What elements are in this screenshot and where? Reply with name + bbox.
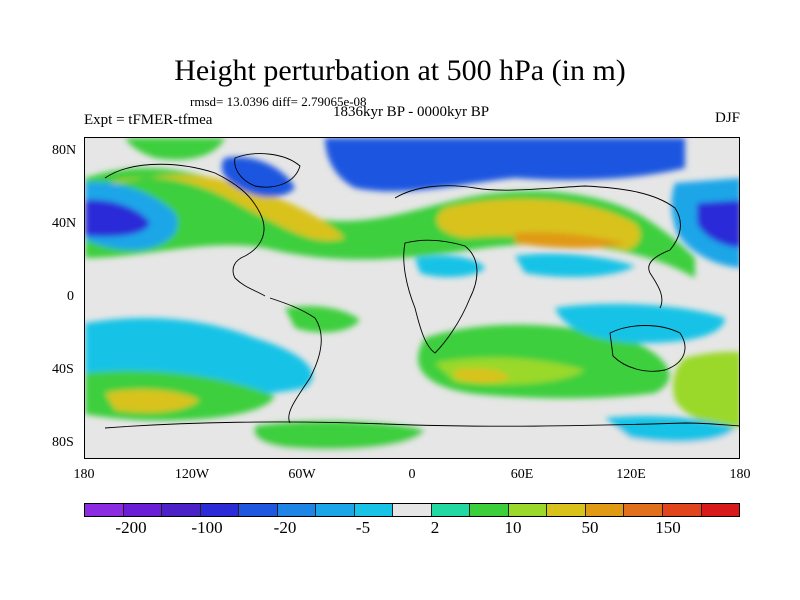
chart-title: Height perturbation at 500 hPa (in m)	[174, 54, 626, 87]
colorbar-swatch	[123, 504, 163, 516]
colorbar-label: 50	[581, 518, 599, 537]
contour-antarctic-cyan	[605, 416, 735, 443]
lon-label: 120W	[174, 467, 210, 482]
colorbar-swatch	[508, 504, 548, 516]
colorbar-label: -20	[273, 518, 297, 537]
colorbar-swatch	[277, 504, 317, 516]
colorbar-swatch	[354, 504, 394, 516]
colorbar-label: 10	[504, 518, 522, 537]
colorbar-swatch	[547, 504, 586, 516]
colorbar-label: 2	[430, 518, 440, 537]
contour-fill	[85, 138, 739, 458]
contour-greenland-blue	[221, 157, 295, 198]
contour-tropical-cyan-atlantic	[415, 255, 485, 278]
colorbar-swatch	[585, 504, 625, 516]
colorbar	[84, 503, 740, 517]
lon-label: 60E	[510, 467, 534, 482]
season-label: DJF	[714, 110, 740, 126]
lon-label: 120E	[616, 467, 646, 482]
colorbar-swatch	[239, 504, 278, 516]
colorbar-swatch	[162, 504, 201, 516]
lon-label: 180	[729, 467, 751, 482]
colorbar-swatch	[431, 504, 471, 516]
stats-text: rmsd= 13.0396 diff= 2.79065e-08	[190, 94, 367, 109]
australia-coast	[609, 325, 686, 372]
colorbar-swatch	[85, 504, 124, 516]
period-subtitle: 1836kyr BP - 0000kyr BP	[332, 104, 490, 120]
lon-label: 60W	[288, 467, 316, 482]
eurasia-coast	[394, 185, 681, 309]
contour-southeast-pacific-yellowgreen	[673, 351, 739, 429]
map-panel	[84, 137, 740, 459]
contour-pacific-low-west-core	[85, 199, 150, 237]
africa-coast	[403, 239, 478, 354]
colorbar-label: -200	[115, 518, 147, 537]
contour-south-america-green	[285, 306, 360, 333]
contour-pacific-low-east-core	[697, 200, 739, 248]
contour-band-orange-asia	[515, 232, 625, 249]
contour-antarctic-green	[253, 421, 425, 450]
contour-pacific-arctic-green	[125, 138, 225, 160]
lat-label: 80N	[52, 143, 77, 158]
contour-map	[85, 138, 739, 458]
antarctica-coast	[104, 421, 739, 429]
colorbar-label: -5	[355, 518, 371, 537]
lon-label: 180	[73, 467, 95, 482]
lat-label: 40N	[52, 216, 77, 231]
colorbar-swatch	[470, 504, 509, 516]
colorbar-label: -100	[191, 518, 223, 537]
contour-band-yellow-na	[95, 175, 345, 241]
colorbar-swatch	[624, 504, 663, 516]
contour-arctic-blue	[325, 138, 685, 192]
contour-south-pacific-yellow	[105, 389, 200, 413]
colorbar-swatch	[200, 504, 240, 516]
lat-label: 40S	[52, 362, 74, 377]
south-america-coast	[269, 297, 322, 424]
coastlines	[104, 153, 739, 429]
north-america-coast	[104, 163, 266, 297]
lat-label: 0	[67, 289, 74, 304]
colorbar-swatch	[316, 504, 355, 516]
contour-antarctic-neutral	[85, 428, 739, 458]
contour-australia-cyan	[555, 303, 725, 343]
contour-tropical-cyan-indian	[515, 253, 635, 278]
colorbar-swatch	[393, 504, 432, 516]
greenland-coast	[234, 153, 301, 188]
lon-label: 0	[408, 467, 416, 482]
colorbar-label: 150	[655, 518, 681, 537]
experiment-label: Expt = tFMER-tfmea	[84, 112, 213, 128]
colorbar-swatch	[662, 504, 702, 516]
contour-south-indian-yellow	[455, 368, 510, 383]
lat-label: 80S	[52, 435, 74, 450]
colorbar-swatch	[701, 504, 740, 516]
